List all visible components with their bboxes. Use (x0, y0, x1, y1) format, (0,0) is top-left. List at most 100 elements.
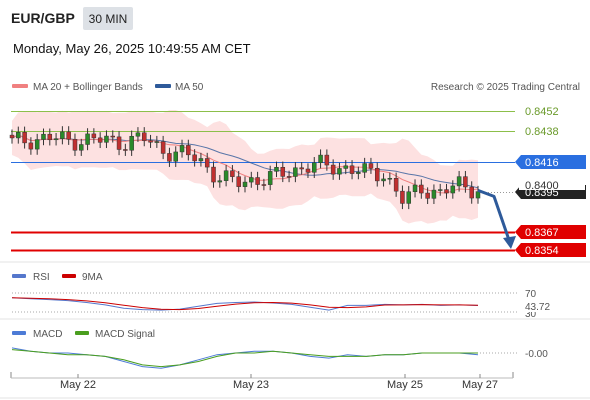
candle-body (242, 181, 248, 187)
candle-body (280, 167, 286, 177)
candle (249, 171, 254, 188)
candle (255, 171, 260, 191)
candle-body (356, 172, 361, 174)
candle-body (469, 186, 474, 199)
candle (47, 128, 53, 146)
candle (141, 127, 147, 147)
candle-body (419, 184, 424, 194)
x-tick-label: May 27 (462, 379, 498, 391)
candle (318, 149, 323, 169)
candle-body (211, 166, 216, 183)
rsi-line (11, 297, 479, 311)
bollinger-fill (12, 110, 478, 224)
candle-body (249, 177, 254, 183)
support2-tag-text: 0.8354 (525, 245, 559, 257)
candle (324, 149, 330, 171)
candle (293, 162, 298, 183)
candle (123, 143, 128, 156)
ma20-legend-label: MA 20 + Bollinger Bands (33, 82, 143, 93)
candle-body (104, 135, 109, 143)
resistance1-tag: 0.8438 (525, 126, 559, 138)
candle-body (123, 149, 128, 151)
macd-signal-legend-label: MACD Signal (95, 329, 155, 340)
candle-body (450, 185, 456, 194)
macd-signal-line (11, 349, 478, 368)
candle-body (444, 189, 449, 194)
candle (349, 160, 355, 180)
candle-body (28, 142, 34, 150)
timeframe-button[interactable]: 30 MIN (83, 7, 133, 30)
candle-body (66, 131, 71, 140)
candle (204, 152, 210, 173)
candle-body (387, 178, 393, 180)
candle-body (255, 177, 260, 185)
rsi-ma-legend-label: 9MA (82, 272, 103, 283)
candle-body (85, 133, 90, 145)
candle-body (141, 132, 147, 141)
candle-body (9, 134, 15, 139)
candle-body (400, 190, 405, 204)
current-tag-text: 0.8400 (525, 180, 559, 192)
price-tags: 0.83950.84520.84380.84160.84000.83670.83… (515, 106, 586, 257)
candle (381, 173, 386, 187)
candle-body (324, 154, 330, 166)
candle (343, 160, 349, 175)
candle (362, 157, 367, 178)
candle-body (337, 168, 342, 175)
candle-body (456, 176, 462, 187)
candle-body (91, 133, 97, 139)
candle (437, 183, 443, 196)
pivot-tag-text: 0.8416 (525, 157, 559, 169)
candle (400, 185, 405, 210)
candle-body (274, 167, 279, 172)
watermark: Research © 2025 Trading Central (431, 82, 580, 93)
candle (450, 180, 456, 199)
candle-body (173, 151, 178, 162)
support2-tag: 0.8354 (515, 243, 586, 257)
candle-body (406, 191, 411, 204)
datetime-label: Monday, May 26, 2025 10:49:55 AM CET (13, 41, 251, 56)
candle (444, 183, 449, 199)
candle (463, 170, 468, 193)
candle (154, 135, 160, 148)
candle (148, 134, 153, 148)
candle-body (318, 154, 323, 163)
candle-body (53, 138, 59, 141)
candle (217, 175, 223, 188)
pivot-tag-bg (515, 155, 586, 169)
candle (186, 139, 191, 161)
candle-body (22, 132, 27, 144)
candle (280, 161, 286, 183)
candle-body (330, 164, 336, 175)
macd-signal-legend-swatch (75, 331, 89, 335)
ma50-legend-label: MA 50 (175, 82, 204, 93)
candle (425, 187, 430, 205)
candle-body (305, 168, 311, 173)
candle-body (437, 189, 443, 191)
candle (274, 161, 279, 178)
candle-body (16, 132, 21, 139)
candle-body (236, 176, 241, 187)
pivot-tag: 0.8416 (515, 155, 586, 169)
forecast-arrowhead (503, 236, 516, 249)
candle (53, 133, 59, 146)
candle (110, 130, 116, 143)
candle-body (425, 192, 430, 199)
macd-line (11, 347, 479, 369)
candle-body (167, 153, 172, 162)
candle-body (223, 170, 229, 181)
candle (223, 165, 229, 187)
candle (97, 132, 103, 149)
candle (198, 152, 204, 167)
candle-body (116, 136, 122, 150)
candle (41, 128, 46, 146)
candle (267, 165, 273, 191)
resistance2-tag-text: 0.8452 (525, 106, 559, 118)
candle (192, 149, 197, 167)
rsi-value-label: 43.72 (525, 302, 550, 313)
support1-tag-text: 0.8367 (525, 227, 559, 239)
candle-body (154, 141, 160, 143)
candle-body (110, 135, 116, 138)
candle-body (198, 158, 204, 162)
candle (160, 135, 166, 160)
